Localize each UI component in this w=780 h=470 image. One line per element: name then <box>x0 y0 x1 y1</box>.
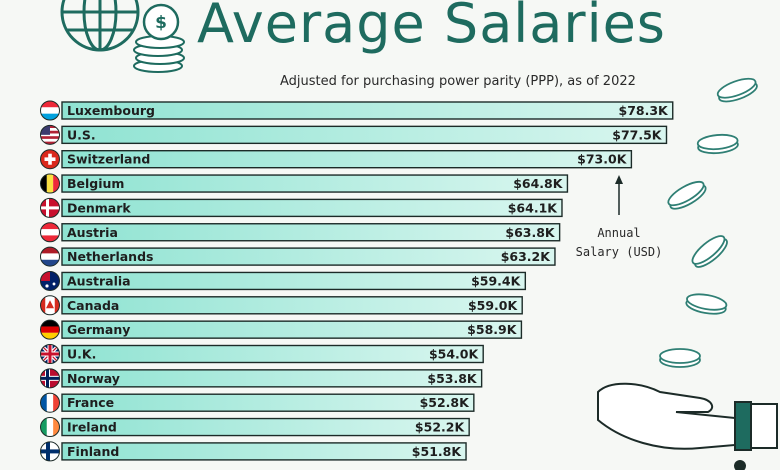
category-label: Norway <box>67 371 120 386</box>
value-label: $63.2K <box>501 249 552 264</box>
germany-flag-icon <box>40 319 60 340</box>
bar-germany <box>61 320 523 339</box>
category-label: Switzerland <box>67 152 150 167</box>
bar-u-k <box>61 344 484 364</box>
category-label: Austria <box>67 225 118 240</box>
category-label: Luxembourg <box>67 103 155 118</box>
value-label: $53.8K <box>427 371 478 386</box>
finland-flag-icon <box>40 441 60 462</box>
canada-flag-icon <box>40 295 60 316</box>
netherlands-flag-icon <box>40 246 60 267</box>
category-label: U.K. <box>67 347 96 362</box>
value-label: $52.8K <box>420 395 471 410</box>
value-label: $73.0K <box>577 152 628 167</box>
category-label: Germany <box>67 322 130 337</box>
uk-flag-icon <box>40 344 60 364</box>
bar-switzerland <box>61 149 633 169</box>
globe-icon <box>60 0 140 52</box>
australia-flag-icon <box>40 270 60 291</box>
axis-annotation: Annual Salary (USD) <box>574 224 664 262</box>
bar-finland <box>61 442 467 461</box>
value-label: $77.5K <box>612 127 663 142</box>
bar-u-s <box>61 125 668 145</box>
category-label: Belgium <box>67 176 124 191</box>
bar-denmark <box>61 198 563 218</box>
category-label: Denmark <box>67 200 131 215</box>
belgium-flag-icon <box>40 173 60 194</box>
category-label: Australia <box>67 273 131 288</box>
bar-france <box>61 393 475 412</box>
open-hand-illustration <box>597 382 778 470</box>
denmark-flag-icon <box>40 197 60 218</box>
austria-flag-icon <box>40 222 60 243</box>
category-label: Ireland <box>67 420 117 435</box>
value-label: $51.8K <box>412 444 463 459</box>
svg-text:$: $ <box>155 13 167 33</box>
category-label: Netherlands <box>67 249 153 264</box>
coin-stack-icon: $ <box>133 3 185 73</box>
bar-australia <box>61 271 527 291</box>
switzerland-flag-icon <box>40 149 60 170</box>
category-label: France <box>67 395 114 410</box>
category-label: U.S. <box>67 127 96 142</box>
luxembourg-flag-icon <box>40 100 60 121</box>
bar-ireland <box>61 417 470 437</box>
bar-canada <box>61 296 523 315</box>
bars-group: Luxembourg $78.3K U.S. $77.5K Switzerland $73… <box>40 100 674 462</box>
annotation-line-2: Salary (USD) <box>575 245 663 259</box>
norway-flag-icon <box>40 368 60 389</box>
bar-netherlands <box>61 247 556 266</box>
category-label: Finland <box>67 444 119 459</box>
value-label: $78.3K <box>619 103 670 118</box>
value-label: $64.1K <box>508 200 559 215</box>
value-label: $58.9K <box>467 322 518 337</box>
value-label: $59.4K <box>471 273 522 288</box>
bar-austria <box>61 223 561 242</box>
value-label: $54.0K <box>429 347 480 362</box>
ireland-flag-icon <box>40 417 60 438</box>
us-flag-icon <box>40 124 60 145</box>
chart-subtitle: Adjusted for purchasing power parity (PP… <box>280 74 636 89</box>
category-label: Canada <box>67 298 119 313</box>
chart-title: Average Salaries <box>197 0 666 55</box>
bar-luxembourg <box>61 101 674 120</box>
value-label: $63.8K <box>505 225 556 240</box>
bar-norway <box>61 369 483 388</box>
annotation-arrow <box>615 175 623 215</box>
france-flag-icon <box>40 392 60 413</box>
value-label: $64.8K <box>513 176 564 191</box>
value-label: $59.0K <box>468 298 519 313</box>
bar-belgium <box>61 174 569 193</box>
value-label: $52.2K <box>415 420 466 435</box>
annotation-line-1: Annual <box>597 226 641 240</box>
falling-coins-illustration <box>659 77 758 368</box>
